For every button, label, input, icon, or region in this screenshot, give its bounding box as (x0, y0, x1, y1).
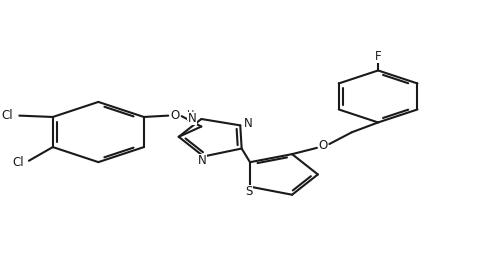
Text: Cl: Cl (13, 156, 24, 169)
Text: O: O (318, 139, 328, 152)
Text: S: S (245, 185, 253, 198)
Text: O: O (170, 109, 180, 122)
Text: N: N (198, 154, 207, 167)
Text: F: F (375, 50, 381, 63)
Text: H: H (187, 111, 195, 120)
Text: N: N (244, 117, 253, 130)
Text: Cl: Cl (1, 109, 13, 122)
Text: N: N (188, 112, 197, 125)
